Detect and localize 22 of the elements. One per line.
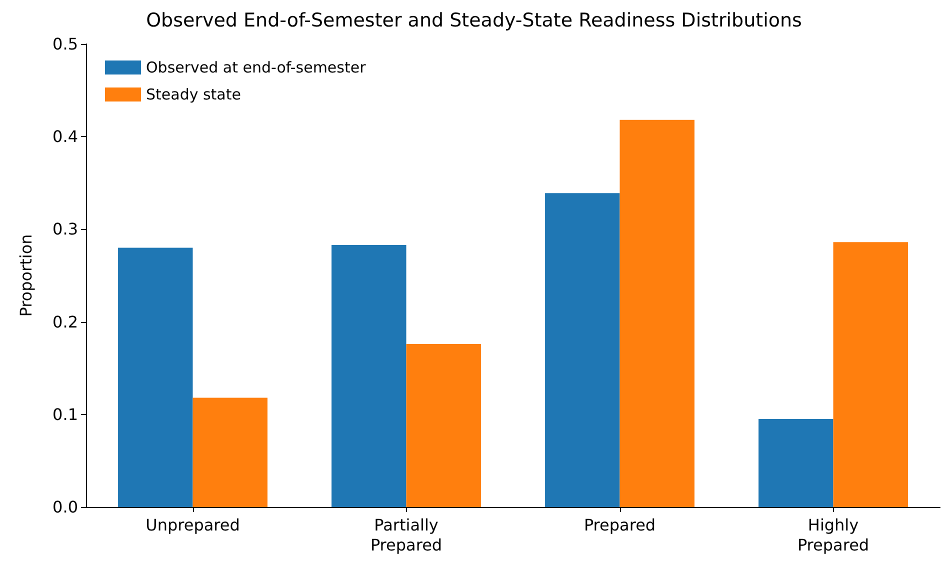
legend-label: Steady state bbox=[146, 86, 241, 104]
x-tick-label: Highly Prepared bbox=[797, 516, 870, 554]
bar bbox=[545, 193, 620, 507]
bar bbox=[118, 248, 193, 507]
y-tick-label: 0.1 bbox=[52, 404, 78, 424]
bar bbox=[833, 242, 908, 507]
y-tick-label: 0.4 bbox=[52, 127, 78, 146]
y-tick-label: 0.0 bbox=[52, 498, 78, 516]
bar bbox=[332, 244, 406, 507]
bar bbox=[758, 419, 834, 507]
x-tick-label: Partially Prepared bbox=[370, 516, 442, 554]
bar bbox=[620, 120, 694, 507]
y-axis-title: Proportion bbox=[16, 234, 36, 317]
x-tick-label: Prepared bbox=[584, 516, 656, 534]
chart-title: Observed End-of-Semester and Steady-State Readiness Distributions bbox=[146, 10, 802, 32]
bar bbox=[406, 344, 481, 507]
bar bbox=[192, 398, 268, 507]
legend-label: Observed at end-of-semester bbox=[146, 58, 367, 76]
y-tick-label: 0.3 bbox=[52, 220, 78, 239]
y-tick-label: 0.5 bbox=[52, 34, 78, 54]
x-tick-label: Unprepared bbox=[146, 516, 240, 534]
y-tick-label: 0.2 bbox=[52, 312, 78, 332]
